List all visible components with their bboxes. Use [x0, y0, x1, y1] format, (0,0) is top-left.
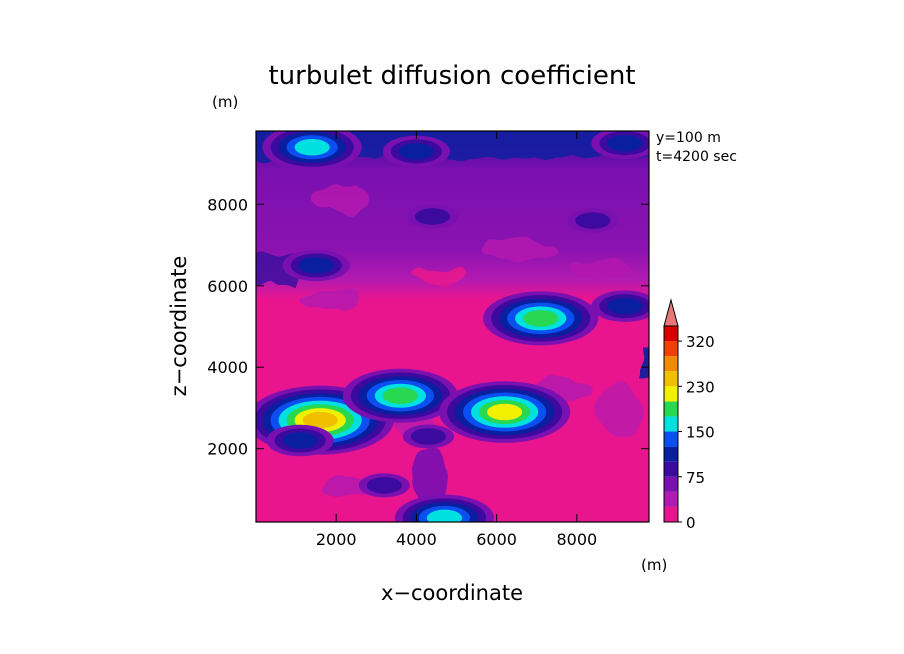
heatmap-feature: [394, 494, 495, 522]
feature-level: [298, 257, 334, 274]
heatmap-feature: [266, 424, 334, 457]
x-tick-label: 4000: [396, 530, 437, 549]
y-axis-label: z−coordinate: [167, 256, 191, 397]
heatmap-texture: [256, 131, 649, 514]
colorbar-segment: [664, 416, 678, 432]
heatmap-feature: [567, 208, 619, 233]
x-unit-label: (m): [641, 556, 667, 574]
heatmap-feature: [402, 424, 455, 449]
feature-level: [282, 432, 318, 449]
heatmap-feature: [382, 135, 451, 168]
colorbar-frame: [663, 325, 679, 523]
plot-area: [256, 131, 649, 522]
annotation-t: t=4200 sec: [656, 149, 737, 165]
colorbar-segment: [664, 506, 678, 522]
heatmap-feature: [591, 131, 649, 159]
feature-level: [607, 297, 643, 315]
colorbar-segment: [664, 476, 678, 492]
heatmap-feature: [439, 381, 571, 443]
x-tick-label: 8000: [556, 530, 597, 549]
heatmap-feature: [406, 204, 459, 229]
colorbar-segment: [664, 326, 678, 342]
feature-level: [487, 403, 523, 421]
colorbar-tick-label: 0: [686, 514, 696, 532]
feature-level: [294, 139, 330, 156]
heatmap-feature: [262, 131, 362, 171]
chart-title: turbulet diffusion coefficient: [268, 61, 635, 91]
colorbar-segment: [664, 371, 678, 387]
y-unit-label: (m): [212, 93, 238, 111]
y-tick-label: 6000: [207, 277, 248, 296]
x-axis: 2000 4000 6000 8000: [316, 131, 597, 549]
feature-level: [414, 208, 451, 225]
colorbar-segment: [664, 431, 678, 447]
feature-level: [607, 134, 643, 152]
feature-level: [426, 509, 463, 522]
y-tick-label: 4000: [207, 358, 248, 377]
colorbar-tick-label: 75: [686, 469, 705, 487]
heatmap-feature: [282, 249, 350, 282]
colorbar: 0 75 150 230 320: [663, 298, 715, 532]
x-tick-label: 6000: [476, 530, 517, 549]
feature-level: [366, 477, 402, 494]
feature-level: [398, 143, 435, 160]
colorbar-extend: [663, 298, 679, 327]
heatmap-feature: [342, 368, 458, 423]
colorbar-segment: [664, 446, 678, 462]
colorbar-tick-label: 150: [686, 424, 715, 442]
colorbar-segment: [664, 386, 678, 402]
x-tick-label: 2000: [316, 530, 357, 549]
y-tick-label: 8000: [207, 195, 248, 214]
heatmap-feature: [358, 473, 410, 498]
colorbar-segment: [664, 341, 678, 357]
plot-frame: [255, 130, 650, 523]
y-tick-label: 2000: [207, 440, 248, 459]
y-axis: 2000 4000 6000 8000: [207, 195, 649, 459]
x-axis-label: x−coordinate: [381, 581, 523, 605]
feature-level: [575, 212, 611, 229]
colorbar-tick-label: 320: [686, 333, 715, 351]
heatmap-features: [256, 131, 649, 522]
colorbar-tick-label: 230: [686, 378, 715, 396]
annotation-y: y=100 m: [656, 130, 721, 146]
colorbar-segment: [664, 401, 678, 417]
heatmap-feature: [483, 291, 599, 346]
feature-level: [302, 411, 338, 429]
feature-level: [523, 310, 559, 327]
colorbar-segment: [664, 461, 678, 477]
feature-level: [410, 428, 447, 445]
colorbar-segment: [664, 356, 678, 372]
feature-level: [382, 387, 418, 404]
colorbar-segment: [664, 491, 678, 507]
heatmap-feature: [591, 290, 649, 322]
